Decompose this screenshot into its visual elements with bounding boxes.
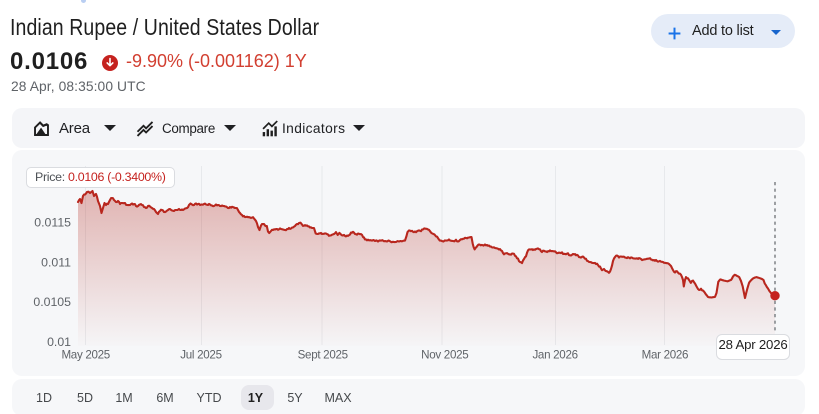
svg-text:May 2025: May 2025	[61, 349, 110, 362]
svg-text:0.0105: 0.0105	[33, 295, 71, 309]
svg-text:Sept 2025: Sept 2025	[298, 349, 348, 362]
svg-text:Nov 2025: Nov 2025	[421, 349, 468, 362]
svg-text:0.01: 0.01	[47, 335, 71, 349]
svg-text:Jan 2026: Jan 2026	[532, 349, 577, 362]
svg-text:Jul 2025: Jul 2025	[180, 349, 221, 362]
svg-text:0.0115: 0.0115	[34, 215, 71, 229]
svg-text:Mar 2026: Mar 2026	[642, 349, 689, 362]
svg-text:0.011: 0.011	[41, 255, 71, 269]
